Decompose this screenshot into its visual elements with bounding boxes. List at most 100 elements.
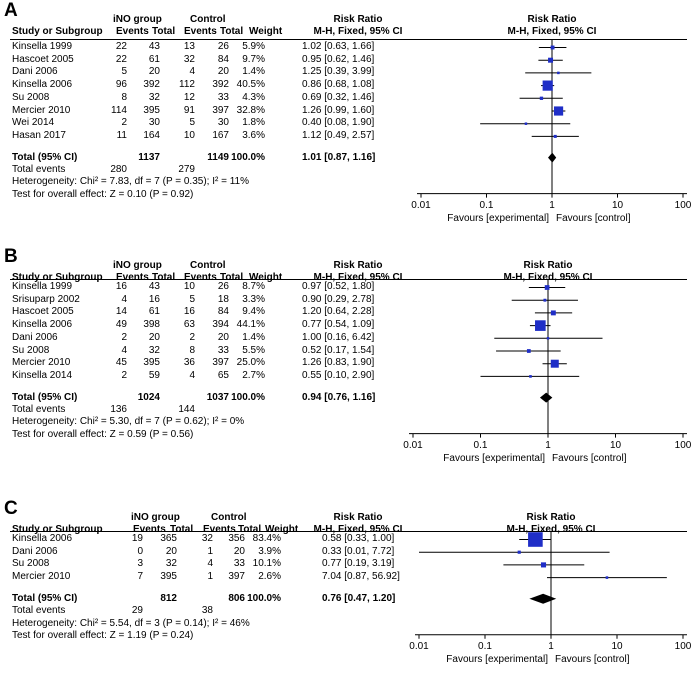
events-experimental: 3 — [137, 558, 143, 570]
total-header-experimental: Total — [170, 524, 194, 535]
group-header-experimental: iNO group — [131, 512, 180, 523]
axis-tick-label: 100 — [674, 199, 692, 211]
events-experimental: 2 — [121, 331, 127, 343]
events-experimental: 2 — [121, 117, 127, 129]
study-name: Hascoet 2005 — [12, 306, 74, 318]
total-ci-text: 0.94 [0.76, 1.16] — [302, 391, 376, 403]
events-experimental: 96 — [115, 79, 127, 91]
total-n-control: 806 — [228, 592, 245, 604]
total-weight: 100.0% — [231, 151, 265, 163]
total-experimental: 20 — [148, 66, 160, 78]
events-control: 13 — [183, 41, 195, 52]
study-name: Kinsella 2014 — [12, 369, 73, 381]
study-name: Hascoet 2005 — [12, 53, 74, 65]
total-experimental: 392 — [143, 79, 160, 91]
study-weight: 83.4% — [252, 533, 281, 544]
axis-tick-label: 10 — [611, 199, 624, 211]
total-experimental: 20 — [148, 331, 160, 343]
heterogeneity-text: Heterogeneity: Chi² = 7.83, df = 7 (P = … — [12, 176, 249, 188]
axis-tick-label: 1 — [545, 439, 551, 451]
favours-control-label: Favours [control] — [556, 212, 631, 224]
axis-tick-label: 100 — [674, 640, 692, 652]
total-control: 20 — [233, 545, 245, 557]
study-name: Dani 2006 — [12, 545, 58, 557]
risk-ratio-ci-text: 0.97 [0.52, 1.80] — [302, 281, 375, 292]
point-estimate-square — [528, 532, 543, 547]
heterogeneity-text: Heterogeneity: Chi² = 5.30, df = 7 (P = … — [12, 416, 245, 428]
study-weight: 1.4% — [242, 66, 265, 78]
risk-ratio-ci-text: 0.90 [0.29, 2.78] — [302, 293, 375, 305]
axis-tick-label: 0.1 — [478, 640, 492, 652]
panel-letter: A — [4, 0, 18, 21]
total-n-control: 1037 — [206, 391, 229, 403]
total-control: 20 — [217, 331, 229, 343]
risk-ratio-ci-text: 0.52 [0.17, 1.54] — [302, 344, 375, 356]
point-estimate-square — [544, 285, 550, 290]
study-column-header: Study or Subgroup — [12, 524, 103, 535]
total-control: 65 — [217, 369, 229, 381]
events-header-experimental: Events — [116, 26, 149, 37]
total-experimental: 16 — [148, 293, 160, 305]
risk-ratio-ci-text: 1.00 [0.16, 6.42] — [302, 331, 375, 343]
events-experimental: 0 — [137, 545, 143, 557]
method-header-right: M-H, Fixed, 95% CI — [507, 26, 597, 37]
group-header-control: Control — [190, 14, 226, 25]
total-control: 84 — [217, 53, 229, 65]
total-n-control: 1149 — [207, 151, 229, 163]
events-experimental: 11 — [116, 129, 127, 141]
events-control: 4 — [189, 66, 195, 78]
study-name: Dani 2006 — [12, 331, 58, 343]
events-control: 16 — [183, 306, 195, 318]
total-control: 33 — [217, 91, 229, 103]
point-estimate-square — [553, 134, 557, 138]
study-name: Kinsella 1999 — [12, 281, 73, 292]
events-experimental: 22 — [115, 41, 127, 52]
favours-control-label: Favours [control] — [552, 452, 627, 464]
point-estimate-square — [529, 375, 532, 378]
total-header-control: Total — [220, 272, 244, 283]
risk-ratio-title-right: Risk Ratio — [526, 512, 576, 523]
total-control: 397 — [228, 571, 245, 583]
risk-ratio-ci-text: 0.95 [0.62, 1.46] — [302, 53, 375, 65]
method-header-left: M-H, Fixed, 95% CI — [313, 524, 403, 535]
events-experimental: 22 — [115, 53, 127, 65]
point-estimate-square — [548, 57, 554, 63]
total-control: 33 — [217, 344, 229, 356]
events-control: 8 — [189, 344, 195, 356]
study-weight: 4.3% — [242, 91, 265, 103]
total-weight: 100.0% — [247, 592, 281, 604]
favours-experimental-label: Favours [experimental] — [446, 653, 548, 665]
axis-tick-label: 10 — [609, 439, 622, 451]
axis-tick-label: 100 — [674, 439, 692, 451]
method-header-left: M-H, Fixed, 95% CI — [313, 272, 403, 283]
events-header-control: Events — [184, 272, 217, 283]
events-header-control: Events — [203, 524, 236, 535]
axis-tick-label: 0.01 — [409, 640, 429, 652]
overall-effect-text: Test for overall effect: Z = 0.10 (P = 0… — [12, 188, 194, 200]
events-header-experimental: Events — [116, 272, 149, 283]
point-estimate-square — [540, 562, 547, 568]
study-weight: 9.4% — [242, 306, 265, 318]
point-estimate-square — [546, 337, 550, 340]
events-experimental: 14 — [115, 306, 127, 318]
pooled-estimate-diamond — [529, 593, 557, 604]
risk-ratio-title-left: Risk Ratio — [333, 14, 383, 25]
total-experimental: 32 — [148, 344, 160, 356]
study-name: Kinsella 2006 — [12, 533, 73, 544]
events-experimental: 2 — [121, 369, 127, 381]
total-control: 18 — [217, 293, 229, 305]
total-events-control: 144 — [178, 404, 195, 416]
study-name: Hasan 2017 — [12, 129, 66, 141]
events-control: 1 — [207, 545, 213, 557]
total-control: 392 — [212, 79, 229, 91]
total-control: 20 — [217, 66, 229, 78]
axis-tick-label: 1 — [548, 640, 554, 652]
total-events-control: 38 — [201, 605, 213, 617]
risk-ratio-ci-text: 0.40 [0.08, 1.90] — [302, 117, 375, 129]
events-experimental: 5 — [121, 66, 127, 78]
risk-ratio-title-left: Risk Ratio — [333, 512, 383, 523]
events-control: 63 — [183, 319, 195, 331]
total-control: 84 — [217, 306, 229, 318]
study-name: Su 2008 — [12, 91, 50, 103]
